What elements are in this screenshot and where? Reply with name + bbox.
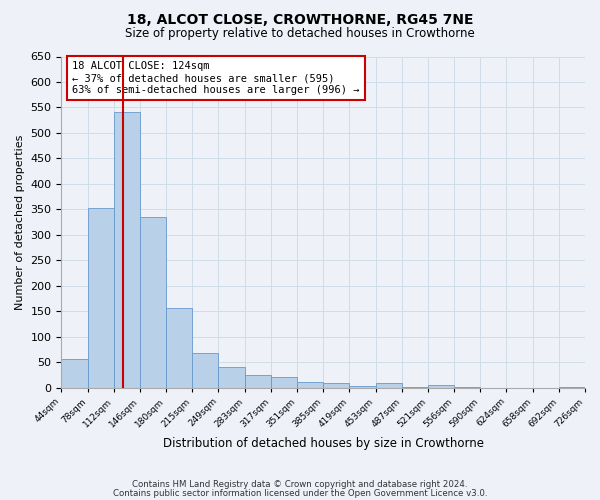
Bar <box>428 385 454 388</box>
X-axis label: Distribution of detached houses by size in Crowthorne: Distribution of detached houses by size … <box>163 437 484 450</box>
Text: Size of property relative to detached houses in Crowthorne: Size of property relative to detached ho… <box>125 28 475 40</box>
Bar <box>88 208 114 388</box>
Bar <box>402 387 428 388</box>
Bar <box>166 308 193 388</box>
Y-axis label: Number of detached properties: Number of detached properties <box>15 134 25 310</box>
Bar <box>271 378 297 388</box>
Bar <box>323 384 349 388</box>
Text: Contains HM Land Registry data © Crown copyright and database right 2024.: Contains HM Land Registry data © Crown c… <box>132 480 468 489</box>
Bar <box>297 382 323 388</box>
Bar <box>114 112 140 388</box>
Bar <box>140 217 166 388</box>
Bar <box>376 384 402 388</box>
Text: 18, ALCOT CLOSE, CROWTHORNE, RG45 7NE: 18, ALCOT CLOSE, CROWTHORNE, RG45 7NE <box>127 12 473 26</box>
Text: Contains public sector information licensed under the Open Government Licence v3: Contains public sector information licen… <box>113 488 487 498</box>
Bar <box>559 386 585 388</box>
Text: 18 ALCOT CLOSE: 124sqm
← 37% of detached houses are smaller (595)
63% of semi-de: 18 ALCOT CLOSE: 124sqm ← 37% of detached… <box>72 62 359 94</box>
Bar <box>61 358 88 388</box>
Bar <box>454 387 480 388</box>
Bar <box>193 353 218 388</box>
Bar <box>245 376 271 388</box>
Bar <box>218 366 245 388</box>
Bar <box>349 386 376 388</box>
